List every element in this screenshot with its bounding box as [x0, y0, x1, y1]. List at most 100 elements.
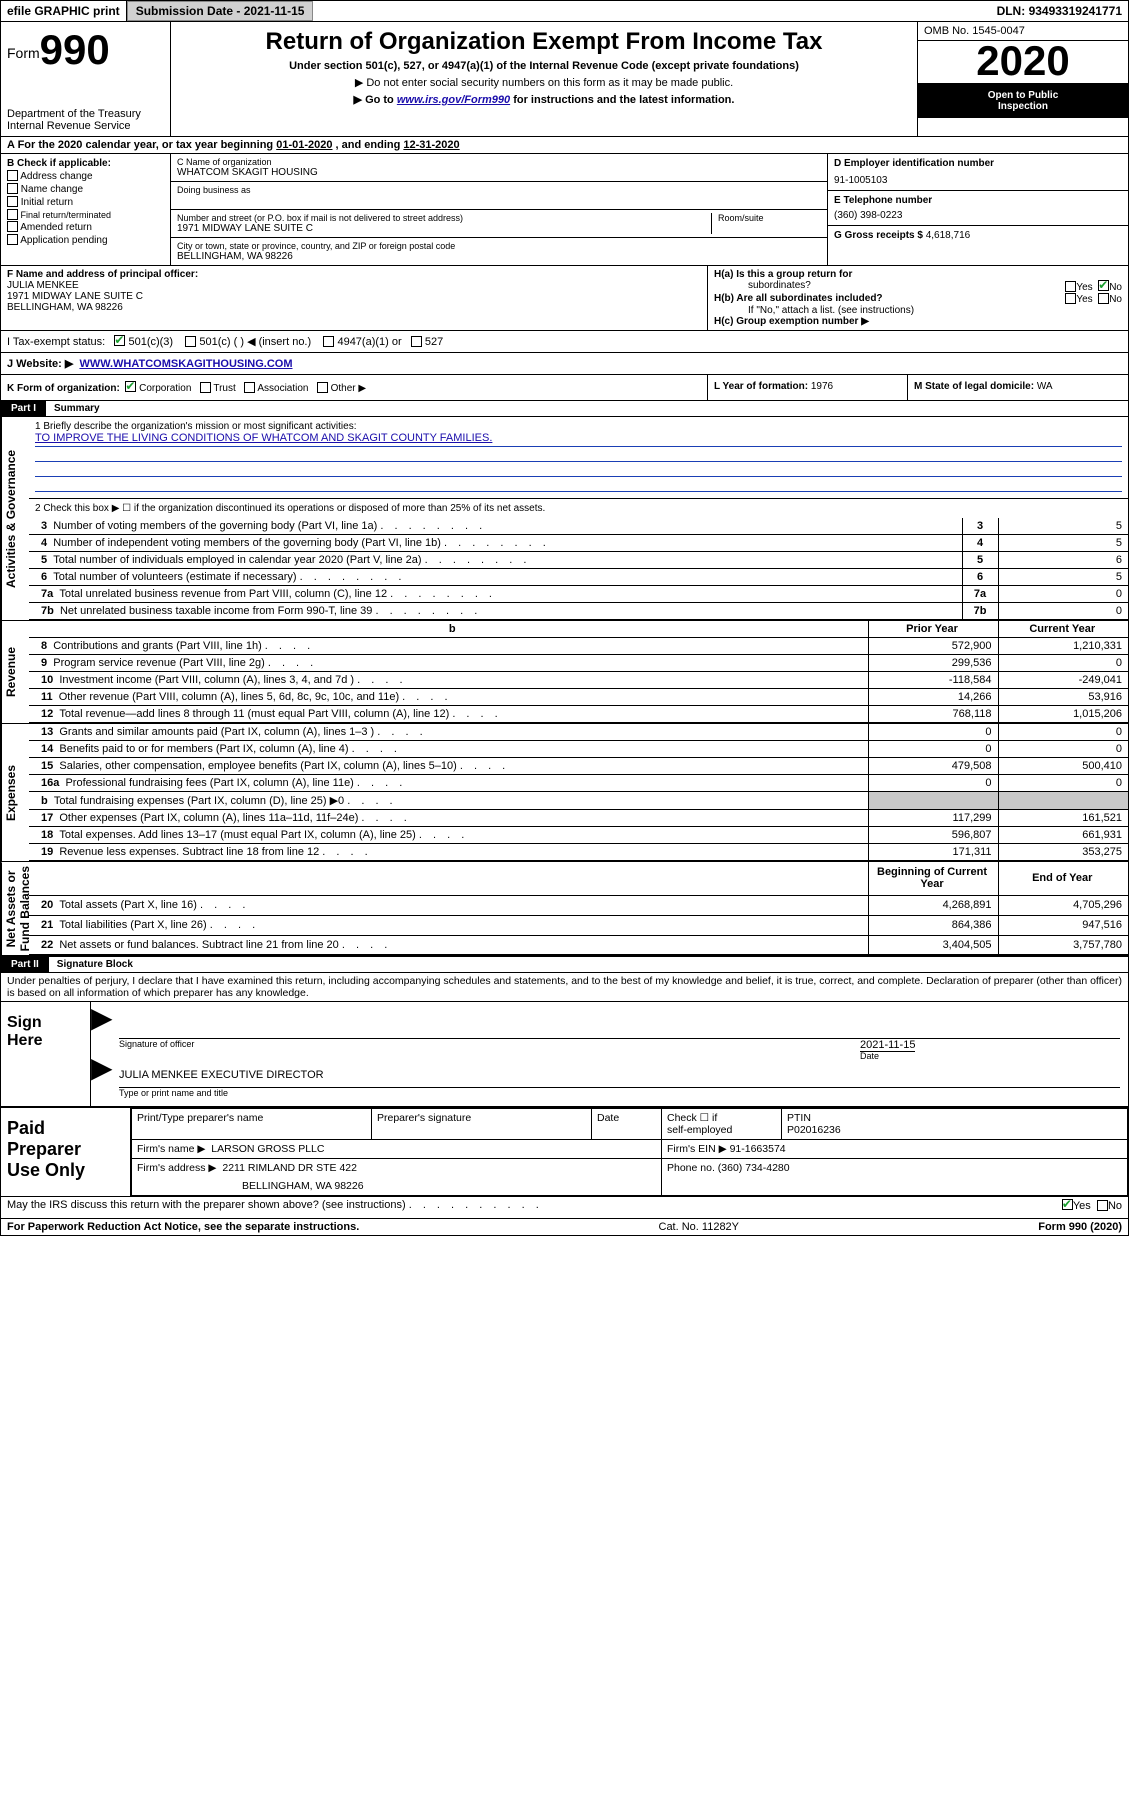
sign-arrow2-icon: ▶	[91, 1060, 113, 1077]
hb-no: No	[1109, 294, 1122, 305]
q1-text: 1 Briefly describe the organization's mi…	[35, 421, 1122, 432]
sig-date-label: Date	[860, 1051, 879, 1061]
k-opt3: Other ▶	[331, 383, 366, 394]
na-table: Beginning of Current Year End of Year 20…	[29, 862, 1128, 955]
i-501c-cb[interactable]	[185, 336, 196, 347]
b-item-4[interactable]: Amended return	[7, 221, 164, 233]
addr-row: Number and street (or P.O. box if mail i…	[171, 210, 827, 238]
colhdr2-cy: End of Year	[998, 862, 1128, 895]
g-label: G Gross receipts $	[834, 230, 926, 241]
section-i: I Tax-exempt status: 501(c)(3) 501(c) ( …	[1, 331, 1128, 353]
table-row: 16a Professional fundraising fees (Part …	[29, 775, 1128, 792]
i-501c3-cb[interactable]	[114, 335, 125, 346]
rule-3	[35, 476, 1122, 477]
form-num: 990	[40, 26, 110, 73]
efile-label: efile GRAPHIC print	[1, 1, 127, 21]
table-row: 12 Total revenue—add lines 8 through 11 …	[29, 706, 1128, 723]
prep-row3: Firm's address ▶ 2211 RIMLAND DR STE 422…	[132, 1159, 1128, 1178]
pra-notice: For Paperwork Reduction Act Notice, see …	[7, 1221, 359, 1233]
hb-yes-cb[interactable]	[1065, 293, 1076, 304]
table-row: 17 Other expenses (Part IX, column (A), …	[29, 810, 1128, 827]
website-link[interactable]: WWW.WHATCOMSKAGITHOUSING.COM	[79, 358, 292, 370]
table-row: 8 Contributions and grants (Part VIII, l…	[29, 638, 1128, 655]
table-row: 21 Total liabilities (Part X, line 26) .…	[29, 915, 1128, 935]
rule-4	[35, 491, 1122, 492]
firm-phone: (360) 734-4280	[718, 1162, 790, 1174]
ph-lbl: Phone no.	[667, 1162, 718, 1174]
ag-vlabel: Activities & Governance	[1, 417, 29, 620]
form-page: efile GRAPHIC print Submission Date - 20…	[0, 0, 1129, 1236]
b-item-3[interactable]: Final return/terminated	[7, 209, 164, 220]
firm-name: LARSON GROSS PLLC	[211, 1143, 324, 1155]
i-527-cb[interactable]	[411, 336, 422, 347]
colhdr-b: b	[29, 621, 868, 638]
submission-date-cell: Submission Date - 2021-11-15	[127, 1, 314, 21]
k-other-cb[interactable]	[317, 382, 328, 393]
colhdr2-row: Beginning of Current Year End of Year	[29, 862, 1128, 895]
c5a: PTIN	[787, 1112, 811, 1124]
b-item-1[interactable]: Name change	[7, 183, 164, 195]
b-item-0[interactable]: Address change	[7, 170, 164, 182]
b-item-2[interactable]: Initial return	[7, 196, 164, 208]
k-opt1: Trust	[213, 383, 235, 394]
na-vlabel: Net Assets or Fund Balances	[1, 862, 29, 955]
firm-lbl: Firm's name ▶	[137, 1143, 205, 1155]
table-row: 7b Net unrelated business taxable income…	[29, 603, 1128, 620]
k-assoc-cb[interactable]	[244, 382, 255, 393]
ptin: P02016236	[787, 1124, 841, 1136]
city-row: City or town, state or province, country…	[171, 238, 827, 265]
ag-table: 3 Number of voting members of the govern…	[29, 518, 1128, 620]
c1: Print/Type preparer's name	[132, 1109, 372, 1140]
return-subtitle: Under section 501(c), 527, or 4947(a)(1)…	[175, 60, 913, 72]
typeprint-label: Type or print name and title	[119, 1087, 1120, 1098]
dba-label: Doing business as	[177, 185, 821, 195]
part-i-header: Part I Summary	[1, 401, 1128, 417]
q1-block: 1 Briefly describe the organization's mi…	[29, 417, 1128, 498]
dln: 93493319241771	[1029, 4, 1122, 18]
hb-no-cb[interactable]	[1098, 293, 1109, 304]
dba-row: Doing business as	[171, 182, 827, 210]
discuss-no-cb[interactable]	[1097, 1200, 1108, 1211]
irs-link[interactable]: www.irs.gov/Form990	[397, 94, 510, 106]
table-row: 14 Benefits paid to or for members (Part…	[29, 741, 1128, 758]
officer-addr1: 1971 MIDWAY LANE SUITE C	[7, 291, 701, 302]
c4a: Check ☐ if	[667, 1112, 717, 1124]
table-row: 4 Number of independent voting members o…	[29, 535, 1128, 552]
b-header: B Check if applicable:	[7, 158, 164, 169]
top-bar: efile GRAPHIC print Submission Date - 20…	[1, 1, 1128, 22]
i-4947-cb[interactable]	[323, 336, 334, 347]
table-row: 5 Total number of individuals employed i…	[29, 552, 1128, 569]
a-begin: 01-01-2020	[276, 139, 332, 151]
k-label: K Form of organization:	[7, 383, 120, 394]
firm-addr2: BELLINGHAM, WA 98226	[132, 1177, 662, 1196]
hb-label: H(b) Are all subordinates included?	[714, 293, 883, 304]
m-label: M State of legal domicile:	[914, 381, 1037, 392]
sign-arrow-icon: ▶	[91, 1010, 113, 1027]
ha-label: H(a) Is this a group return for	[714, 269, 852, 280]
prep-row1: Print/Type preparer's name Preparer's si…	[132, 1109, 1128, 1140]
c4: Check ☐ ifself-employed	[662, 1109, 782, 1140]
k-corp-cb[interactable]	[125, 381, 136, 392]
phone: (360) 398-0223	[834, 210, 1122, 221]
goto-pre: ▶ Go to	[354, 94, 397, 106]
hb-note: If "No," attach a list. (see instruction…	[714, 305, 1122, 316]
ha-no-cb[interactable]	[1098, 280, 1109, 291]
sig-officer-label: Signature of officer	[119, 1039, 194, 1061]
firm-addr1: 2211 RIMLAND DR STE 422	[222, 1162, 357, 1174]
section-c: C Name of organization WHATCOM SKAGIT HO…	[171, 154, 828, 265]
part-ii-title: Signature Block	[49, 957, 141, 972]
ha-yes-cb[interactable]	[1065, 281, 1076, 292]
section-klm: K Form of organization: Corporation Trus…	[1, 375, 1128, 401]
k-trust-cb[interactable]	[200, 382, 211, 393]
dln-label: DLN:	[997, 4, 1029, 18]
discuss-yes-cb[interactable]	[1062, 1199, 1073, 1210]
section-deg: D Employer identification number 91-1005…	[828, 154, 1128, 265]
b-item-5[interactable]: Application pending	[7, 234, 164, 246]
hdr-mid: Return of Organization Exempt From Incom…	[171, 22, 918, 136]
hdr-right: OMB No. 1545-0047 2020 Open to Public In…	[918, 22, 1128, 136]
c3: Date	[592, 1109, 662, 1140]
exp-section: Expenses 13 Grants and similar amounts p…	[1, 724, 1128, 862]
rule-1	[35, 446, 1122, 447]
table-row: 19 Revenue less expenses. Subtract line …	[29, 844, 1128, 861]
goto-post: for instructions and the latest informat…	[510, 94, 734, 106]
